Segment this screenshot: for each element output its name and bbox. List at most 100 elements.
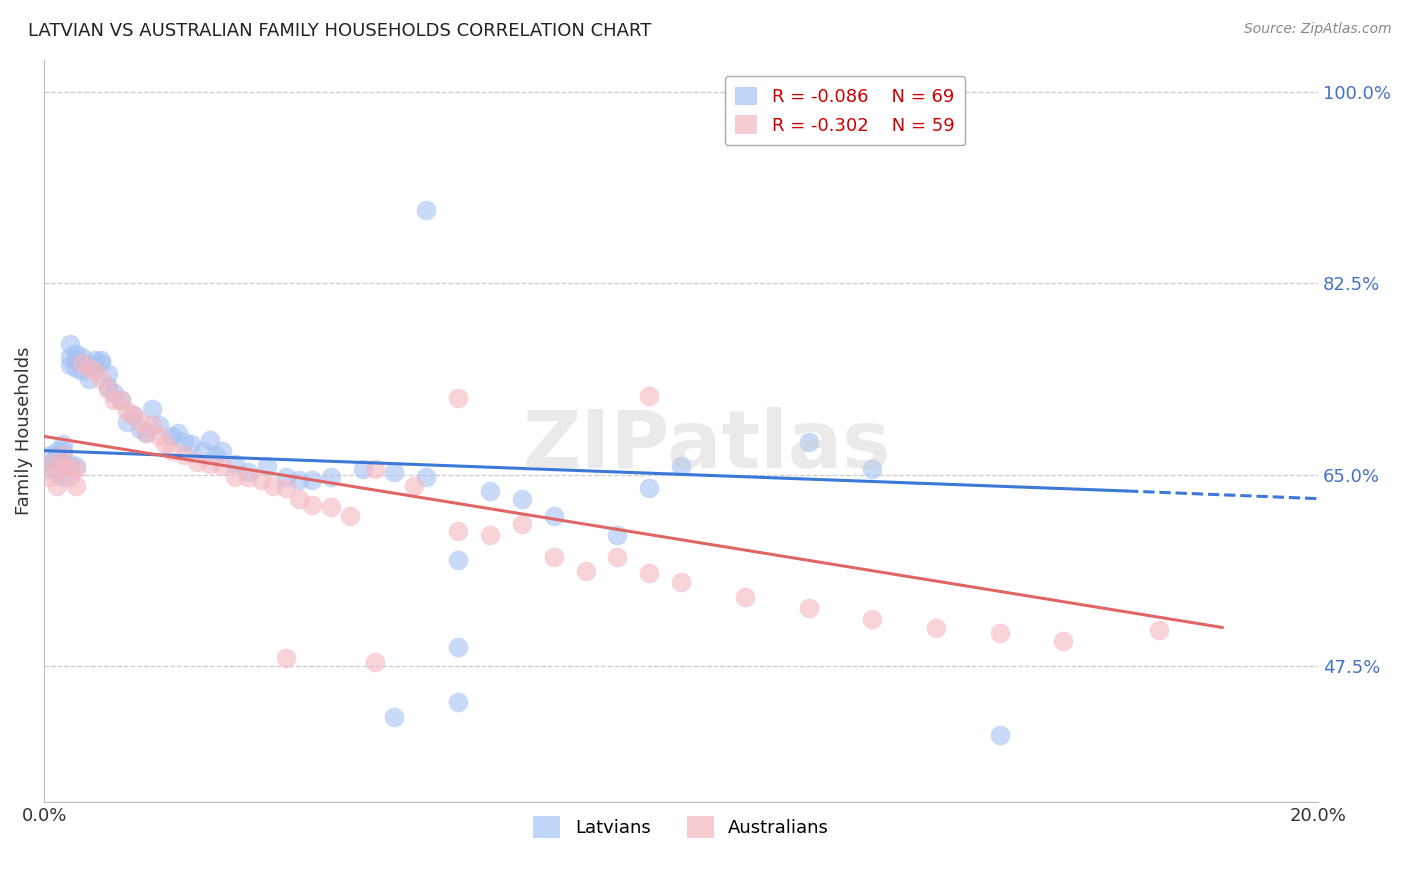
Point	[84, 364, 107, 378]
Text: LATVIAN VS AUSTRALIAN FAMILY HOUSEHOLDS CORRELATION CHART: LATVIAN VS AUSTRALIAN FAMILY HOUSEHOLDS …	[28, 22, 651, 40]
Point	[84, 360, 107, 375]
Point	[135, 426, 157, 441]
Point	[65, 353, 87, 368]
Point	[97, 380, 120, 394]
Point	[97, 367, 120, 381]
Point	[384, 466, 406, 480]
Point	[128, 422, 150, 436]
Point	[128, 415, 150, 429]
Point	[606, 549, 628, 564]
Point	[288, 491, 311, 506]
Point	[65, 347, 87, 361]
Point	[925, 621, 948, 635]
Point	[479, 483, 502, 498]
Point	[45, 457, 67, 471]
Point	[1052, 633, 1074, 648]
Point	[115, 404, 138, 418]
Point	[319, 500, 342, 515]
Point	[52, 470, 75, 484]
Point	[224, 457, 246, 471]
Point	[58, 350, 80, 364]
Point	[65, 462, 87, 476]
Point	[262, 478, 284, 492]
Point	[276, 651, 298, 665]
Point	[256, 458, 278, 473]
Point	[447, 640, 470, 655]
Point	[58, 462, 80, 476]
Point	[65, 458, 87, 473]
Point	[447, 391, 470, 405]
Point	[72, 356, 94, 370]
Y-axis label: Family Households: Family Households	[15, 347, 32, 516]
Point	[45, 462, 67, 476]
Text: Source: ZipAtlas.com: Source: ZipAtlas.com	[1244, 22, 1392, 37]
Point	[65, 360, 87, 375]
Point	[39, 462, 62, 476]
Point	[301, 498, 323, 512]
Point	[638, 389, 661, 403]
Point	[276, 470, 298, 484]
Point	[402, 478, 425, 492]
Point	[510, 491, 533, 506]
Point	[364, 656, 387, 670]
Point	[734, 590, 756, 604]
Point	[510, 516, 533, 531]
Point	[638, 566, 661, 580]
Point	[45, 449, 67, 463]
Point	[860, 612, 883, 626]
Point	[1147, 623, 1170, 637]
Point	[167, 426, 190, 441]
Point	[574, 564, 596, 578]
Point	[122, 408, 145, 422]
Point	[52, 458, 75, 473]
Legend: Latvians, Australians: Latvians, Australians	[526, 809, 837, 846]
Point	[90, 353, 112, 368]
Point	[479, 527, 502, 541]
Point	[288, 473, 311, 487]
Point	[58, 457, 80, 471]
Text: ZIPatlas: ZIPatlas	[523, 407, 891, 484]
Point	[319, 470, 342, 484]
Point	[58, 470, 80, 484]
Point	[415, 203, 437, 218]
Point	[77, 371, 100, 385]
Point	[135, 426, 157, 441]
Point	[39, 457, 62, 471]
Point	[148, 418, 170, 433]
Point	[45, 478, 67, 492]
Point	[669, 574, 692, 589]
Point	[103, 393, 125, 408]
Point	[173, 434, 195, 449]
Point	[52, 457, 75, 471]
Point	[988, 727, 1011, 741]
Point	[205, 448, 228, 462]
Point	[669, 458, 692, 473]
Point	[39, 457, 62, 471]
Point	[638, 481, 661, 495]
Point	[447, 553, 470, 567]
Point	[364, 462, 387, 476]
Point	[797, 600, 820, 615]
Point	[72, 364, 94, 378]
Point	[415, 470, 437, 484]
Point	[797, 434, 820, 449]
Point	[52, 443, 75, 458]
Point	[186, 454, 208, 468]
Point	[236, 466, 259, 480]
Point	[860, 462, 883, 476]
Point	[90, 371, 112, 385]
Point	[122, 408, 145, 422]
Point	[211, 443, 233, 458]
Point	[193, 443, 215, 458]
Point	[160, 429, 183, 443]
Point	[447, 524, 470, 539]
Point	[173, 448, 195, 462]
Point	[77, 359, 100, 373]
Point	[352, 462, 374, 476]
Point	[211, 458, 233, 473]
Point	[988, 626, 1011, 640]
Point	[110, 393, 132, 408]
Point	[543, 509, 565, 524]
Point	[77, 360, 100, 375]
Point	[39, 448, 62, 462]
